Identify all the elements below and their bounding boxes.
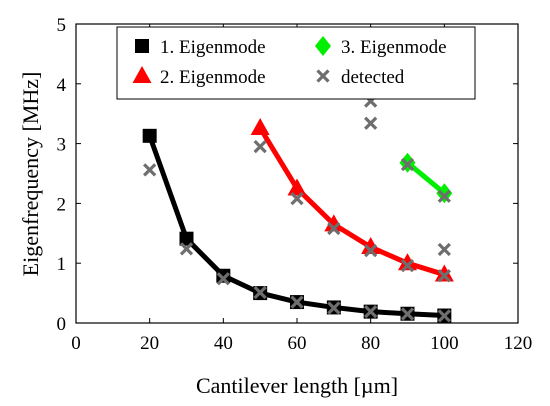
square-point — [216, 268, 231, 283]
detected-point — [364, 305, 378, 319]
legend-marker — [135, 39, 149, 53]
detected-point — [290, 295, 304, 309]
cross-stroke — [400, 258, 415, 273]
y-tick-label: 5 — [57, 15, 67, 36]
detected-point — [400, 157, 415, 172]
x-tick-label: 0 — [71, 333, 81, 354]
x-axis-label: Cantilever length [µm] — [196, 373, 398, 398]
plot-marks — [142, 94, 454, 323]
detected-point — [179, 242, 194, 256]
square-point — [142, 128, 157, 143]
series-line-2-eigenmode — [258, 126, 446, 277]
x-tick-label: 20 — [140, 333, 159, 354]
legend-box — [116, 26, 476, 100]
cross-stroke — [437, 269, 451, 283]
detected-point — [364, 116, 378, 130]
detected-point — [400, 258, 415, 273]
cross-stroke — [179, 242, 194, 256]
y-tick-label: 1 — [57, 254, 67, 275]
cross-stroke — [253, 285, 267, 300]
y-tick-label: 0 — [57, 314, 67, 335]
detected-point — [143, 163, 157, 177]
cross-stroke — [364, 244, 378, 258]
axes: 0 20 40 60 80 100 120 0 1 2 3 4 5 — [57, 15, 533, 354]
y-tick-label: 3 — [57, 135, 67, 156]
detected-point — [437, 309, 451, 323]
cross-stroke — [316, 69, 330, 83]
cross-stroke — [290, 295, 304, 309]
cross-stroke — [437, 309, 451, 323]
series-line-3-eigenmode — [405, 160, 446, 196]
legend-label: 3. Eigenmode — [341, 37, 447, 58]
triangle-point — [324, 214, 344, 232]
cross-stroke — [253, 139, 267, 154]
detected-point — [437, 189, 451, 203]
x-tick-label: 100 — [430, 333, 459, 354]
cross-stroke — [143, 163, 157, 177]
x-tick-label: 40 — [214, 333, 233, 354]
legend-label: 2. Eigenmode — [160, 67, 266, 88]
y-tick-label: 4 — [57, 75, 67, 96]
triangle-point — [287, 178, 307, 196]
square-point — [179, 231, 194, 246]
detected-point — [437, 269, 451, 283]
legend: 1. Eigenmode 2. Eigenmode 3. Eigenmode dete… — [116, 26, 476, 100]
detected-point — [290, 191, 304, 206]
detected-point — [364, 244, 378, 258]
x-tick-label: 80 — [361, 333, 380, 354]
cross-stroke — [327, 301, 341, 315]
cross-stroke — [364, 305, 378, 319]
triangle-point — [398, 253, 417, 271]
triangle-point — [361, 237, 381, 255]
detected-point — [400, 307, 415, 321]
cross-stroke — [400, 157, 415, 172]
detected-point — [437, 242, 451, 257]
triangle-point — [434, 264, 454, 282]
cross-stroke — [364, 116, 378, 130]
x-tick-label: 60 — [288, 333, 307, 354]
cross-stroke — [290, 191, 304, 206]
cross-stroke — [400, 307, 415, 321]
legend-marker — [315, 36, 331, 56]
y-axis-label: Eigenfrequency [MHz] — [18, 72, 43, 277]
cross-stroke — [437, 242, 451, 257]
detected-point — [327, 301, 341, 315]
cross-stroke — [327, 221, 341, 236]
detected-point — [253, 139, 267, 154]
legend-label: 1. Eigenmode — [160, 37, 266, 58]
legend-label: detected — [341, 67, 405, 88]
cross-stroke — [216, 272, 230, 286]
triangle-point — [250, 118, 270, 136]
legend-marker — [132, 66, 152, 83]
detected-point — [253, 285, 267, 300]
legend-marker — [316, 69, 330, 83]
x-tick-label: 120 — [504, 333, 533, 354]
cross-stroke — [437, 189, 451, 203]
detected-point — [216, 272, 230, 286]
y-tick-label: 2 — [57, 194, 67, 215]
detected-point — [327, 221, 341, 236]
